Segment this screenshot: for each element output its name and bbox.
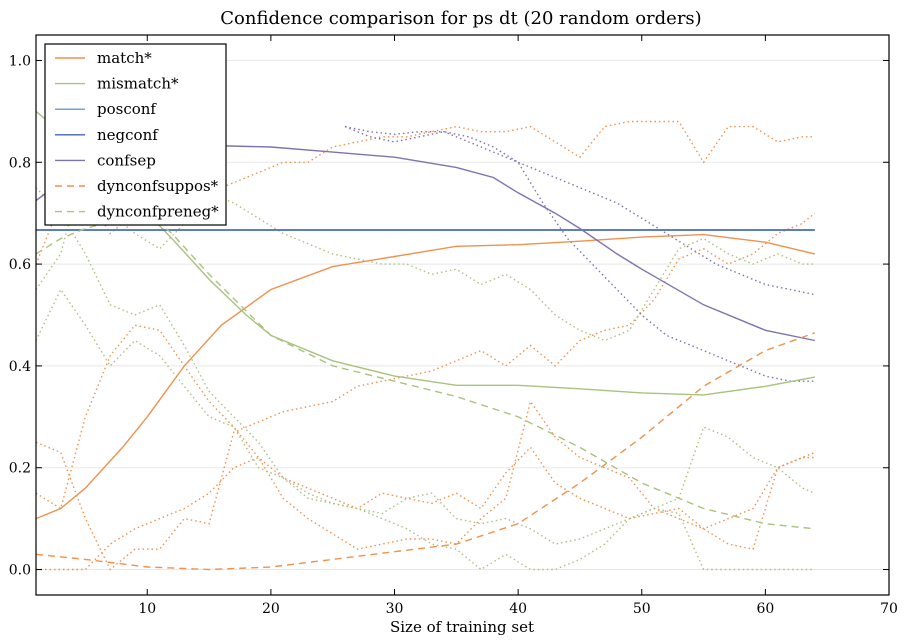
x-tick-label: 40 [509, 601, 527, 617]
legend: match* mismatch* posconf negconf confsep dync… [44, 43, 227, 226]
x-tick-label: 70 [880, 601, 898, 617]
legend-label: dynconfsuppos* [97, 177, 219, 195]
series-line [35, 233, 815, 520]
x-tick-label: 60 [756, 601, 774, 617]
legend-label: mismatch* [97, 75, 179, 93]
series-line [35, 212, 815, 530]
legend-label: confsep [97, 151, 156, 169]
x-tick-label: 10 [138, 601, 156, 617]
axis-ticks: 0.0 0.2 0.4 0.6 0.8 1.0 10 20 30 40 50 60 70 [9, 35, 898, 617]
legend-label: match* [97, 49, 152, 67]
y-tick-label: 0.8 [9, 155, 31, 171]
x-tick-label: 20 [262, 601, 280, 617]
x-axis-label: Size of training set [390, 618, 534, 636]
order-trace-line [35, 212, 816, 571]
y-tick-label: 1.0 [9, 53, 31, 69]
order-trace-line [35, 324, 816, 530]
y-tick-label: 0.0 [9, 563, 31, 579]
order-trace-line [344, 125, 815, 382]
order-trace-line [36, 399, 815, 571]
y-tick-label: 0.6 [9, 257, 31, 273]
legend-label: posconf [97, 100, 157, 118]
order-trace-line [344, 125, 815, 296]
plot-frame [35, 34, 890, 596]
legend-label: dynconfpreneg* [97, 203, 219, 221]
chart-title: Confidence comparison for ps dt (20 rand… [220, 8, 701, 29]
legend-label: negconf [97, 126, 159, 144]
x-tick-label: 30 [386, 601, 404, 617]
order-traces [35, 120, 816, 571]
order-trace-line [35, 288, 815, 571]
y-tick-label: 0.2 [9, 461, 31, 477]
y-tick-label: 0.4 [9, 359, 31, 375]
x-tick-label: 50 [633, 601, 651, 617]
order-trace-line [35, 187, 816, 545]
series-line [35, 332, 816, 571]
